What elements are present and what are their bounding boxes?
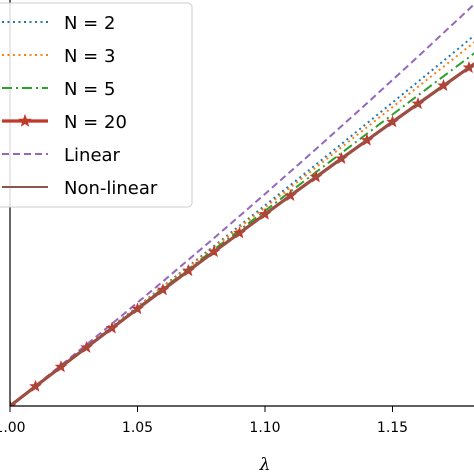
x-tick-label: 1.15 (377, 420, 408, 436)
series-line-linear (10, 3, 474, 406)
x-tick-label: 1.00 (0, 420, 26, 436)
legend-star-marker (18, 113, 32, 127)
legend-label: N = 5 (64, 79, 115, 100)
legend-label: N = 20 (64, 112, 127, 133)
legend: N = 2 N = 3 N = 5 N = 20 Linear Non-linear (0, 2, 193, 208)
series-line-non-linear (10, 62, 474, 406)
x-axis-label: λ (259, 455, 271, 474)
x-tick-label: 1.05 (122, 420, 153, 436)
series-line-n-3 (10, 41, 474, 406)
legend-label: N = 3 (64, 46, 115, 67)
x-tick-label: 1.10 (249, 420, 280, 436)
x-axis-ticks: 1.001.051.101.151.20 (0, 406, 408, 436)
legend-label: Linear (64, 145, 121, 166)
legend-label: N = 2 (64, 13, 115, 34)
legend-label: Non-linear (64, 178, 158, 199)
plot-lines (10, 3, 474, 406)
